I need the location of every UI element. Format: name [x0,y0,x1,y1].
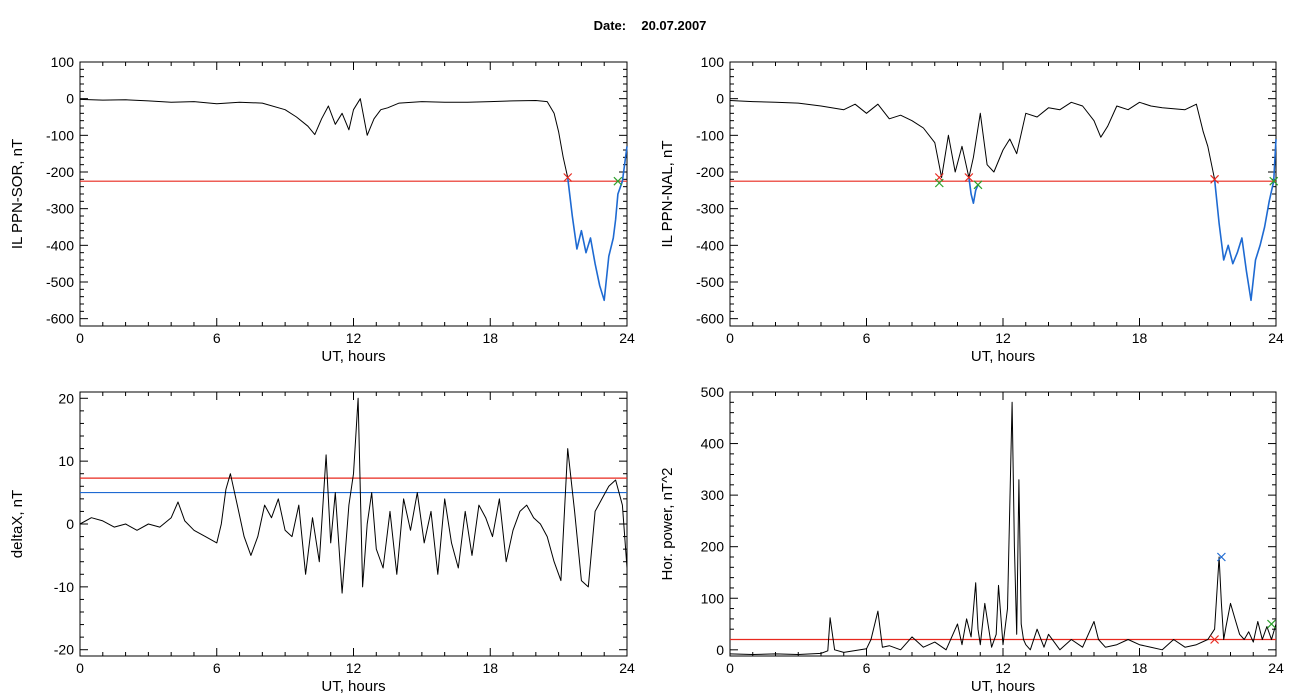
y-tick-label: -10 [54,579,74,595]
marker-red [964,173,974,182]
x-axis-label: UT, hours [971,348,1035,365]
marker-red [1210,174,1219,184]
y-tick-label: -100 [46,127,74,143]
x-tick-label: 12 [995,660,1011,676]
y-axis-label: IL PPN-NAL, nT [659,141,676,248]
x-axis-label: UT, hours [321,678,385,695]
chart-power: 0 6 12 18 24 0 100 200 300 400 500 UT, hours Hor. po… [659,384,1284,695]
x-tick-label: 18 [482,330,498,346]
series-line-blue [968,177,979,204]
y-tick-label: 100 [701,590,725,606]
x-tick-label: 6 [213,330,221,346]
series-line-black [729,401,1277,655]
y-tick-label: -100 [696,127,724,143]
x-axis-label: UT, hours [971,678,1035,695]
marker-green [613,176,623,186]
marker-green [973,180,983,190]
series-line-black [79,397,628,594]
series-line-blue [1213,138,1277,302]
y-tick-label: 100 [701,54,725,70]
x-tick-label: 24 [619,660,635,676]
y-tick-label: -500 [46,274,74,290]
x-axis-label: UT, hours [321,348,385,365]
x-tick-label: 12 [346,660,362,676]
y-tick-label: -300 [696,201,724,217]
y-axis-label: Hor. power, nT^2 [659,468,676,581]
date-value: 20.07.2007 [641,18,707,33]
y-tick-label: -300 [46,201,74,217]
plot-frame [79,391,628,657]
chart-nal: 0 6 12 18 24 -600 -500 -400 -300 -200 -100 0 100 UT, … [659,54,1284,365]
chart-sor: 0 6 12 18 24 -600 -500 -400 -300 -200 -100 0 100 UT, … [9,54,635,365]
y-tick-label: -200 [46,164,74,180]
y-tick-label: -600 [696,311,724,327]
y-tick-label: 200 [701,539,725,555]
y-tick-label: -500 [696,274,724,290]
y-tick-label: -20 [54,642,74,658]
y-tick-label: 20 [58,390,74,406]
marker-red [563,173,573,182]
y-tick-label: 0 [66,516,74,532]
y-tick-label: -600 [46,311,74,327]
x-tick-label: 18 [1132,660,1148,676]
x-tick-label: 0 [726,330,734,346]
y-tick-label: 500 [701,384,725,400]
y-tick-label: -400 [696,237,724,253]
chart-deltax: 0 6 12 18 24 -20 -10 0 10 20 UT, hours deltaX, nT [9,390,635,695]
date-label: Date: [593,18,627,33]
y-tick-label: -200 [696,164,724,180]
y-tick-label: 10 [58,453,74,469]
x-tick-label: 24 [1268,660,1284,676]
y-tick-label: 0 [716,642,724,658]
x-tick-label: 12 [346,330,362,346]
date-title: Date: 20.07.2007 [0,18,1300,33]
y-tick-label: 0 [716,91,724,107]
series-line-black [729,100,1216,180]
marker-blue [1216,552,1226,562]
plot-frame [729,391,1277,657]
series-line-black [79,98,569,178]
x-tick-label: 12 [995,330,1011,346]
y-tick-label: -400 [46,237,74,253]
x-tick-label: 0 [76,330,84,346]
y-tick-label: 100 [51,54,75,70]
marker-green [1269,176,1279,186]
x-tick-label: 24 [619,330,635,346]
series-line-blue [566,146,628,302]
marker-red [1210,635,1219,644]
x-tick-label: 0 [76,660,84,676]
marker-green [1267,619,1276,629]
x-tick-label: 6 [863,660,871,676]
x-tick-label: 0 [726,660,734,676]
x-tick-label: 18 [482,660,498,676]
x-tick-label: 6 [863,330,871,346]
y-axis-label: deltaX, nT [9,490,26,558]
y-tick-label: 300 [701,487,725,503]
y-tick-label: 0 [66,91,74,107]
y-tick-label: 400 [701,436,725,452]
y-axis-label: IL PPN-SOR, nT [9,139,26,249]
plot-frame [729,61,1277,327]
x-tick-label: 6 [213,660,221,676]
marker-green [934,178,944,188]
x-tick-label: 24 [1268,330,1284,346]
x-tick-label: 18 [1132,330,1148,346]
